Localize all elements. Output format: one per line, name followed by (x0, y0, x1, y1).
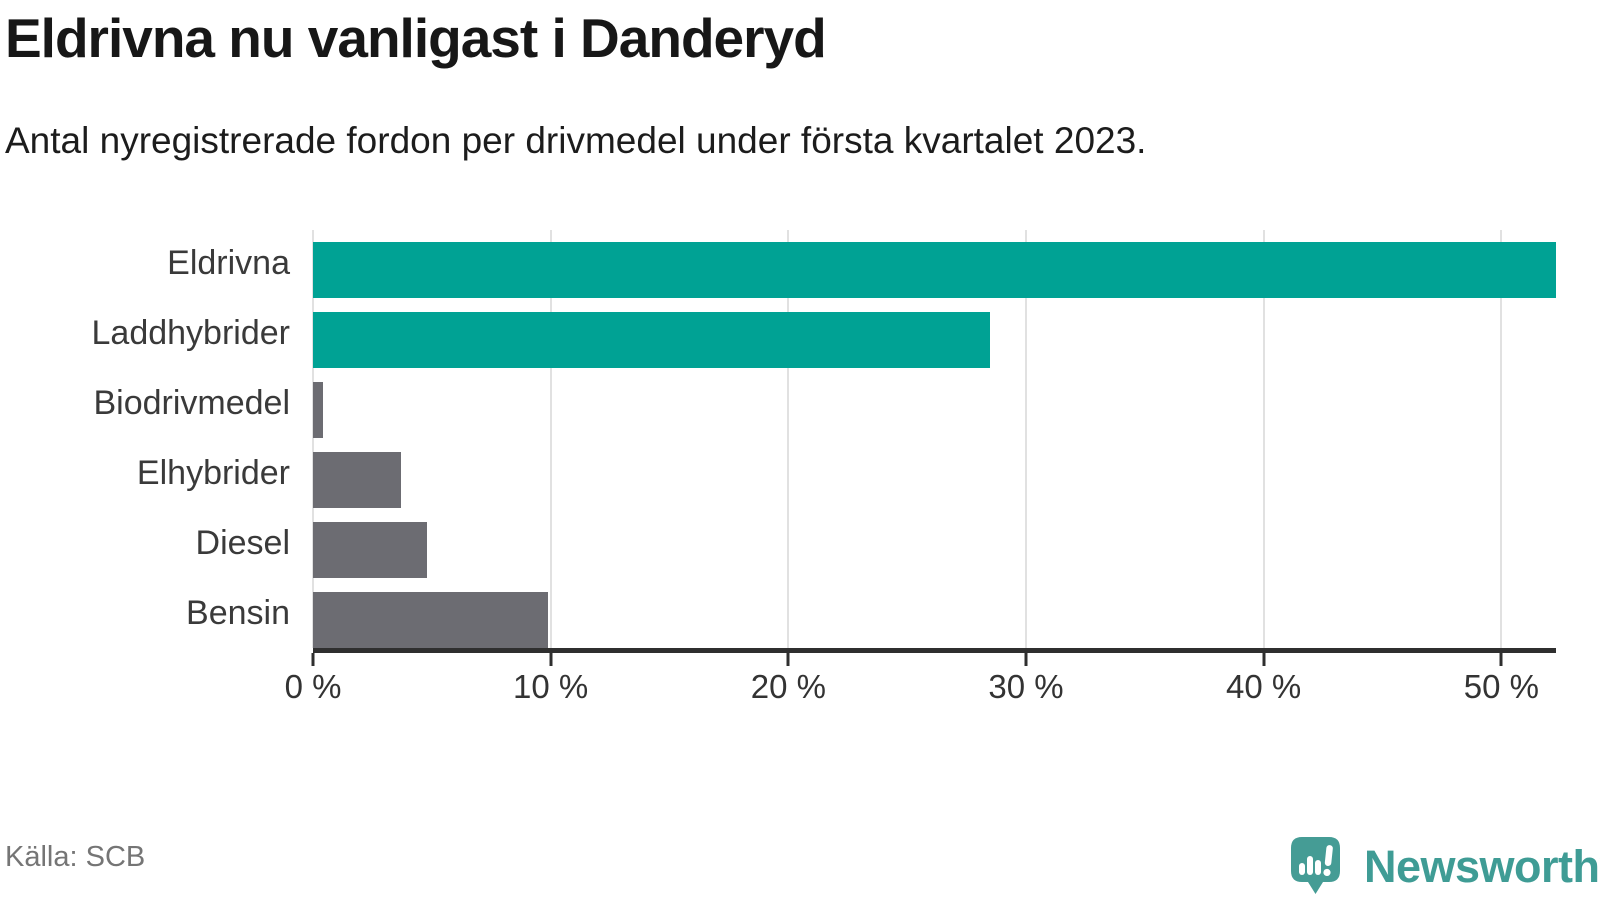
gridline-30 (1025, 230, 1027, 648)
newsworthy-pin-icon (1291, 837, 1340, 894)
gridline-10 (549, 230, 552, 648)
source-caption: Källa: SCB (5, 841, 146, 873)
gridline-0 (312, 230, 314, 648)
gridlines-container (312, 230, 1556, 648)
gridline-50 (1500, 230, 1503, 648)
chart-subtitle: Antal nyregistrerade fordon per drivmede… (5, 120, 1147, 161)
bar-track-elhybrider (313, 438, 1556, 508)
bar-track-bensin (313, 578, 1556, 648)
tick-20 (786, 653, 790, 666)
bar-eldrivna (313, 242, 1556, 298)
brand-name: Newsworthy (1364, 841, 1600, 892)
category-label-laddhybrider: Laddhybrider (91, 313, 290, 352)
bar-bensin (313, 592, 549, 648)
tick-10 (549, 653, 553, 666)
x-axis-ticks (311, 653, 1556, 666)
bar-row-biodrivmedel: Biodrivmedel (0, 368, 1556, 438)
category-label-elhybrider: Elhybrider (136, 453, 290, 492)
gridline-40 (1262, 230, 1265, 648)
tick-label-20: 20 % (750, 668, 826, 705)
tick-50 (1499, 653, 1503, 666)
bar-biodrivmedel (313, 382, 323, 438)
bar-row-elhybrider: Elhybrider (0, 438, 1556, 508)
brand-logo: Newsworthy (1291, 836, 1600, 898)
tick-label-40: 40 % (1226, 668, 1302, 705)
x-axis-line (313, 648, 1556, 653)
tick-0 (311, 653, 315, 666)
tick-label-10: 10 % (513, 668, 589, 705)
bar-track-laddhybrider (313, 298, 1556, 368)
tick-label-0: 0 % (284, 668, 342, 705)
tick-label-50: 50 % (1463, 668, 1539, 705)
tick-30 (1024, 653, 1028, 666)
chart-title: Eldrivna nu vanligast i Danderyd (5, 7, 827, 69)
bar-rows-container: Eldrivna Laddhybrider Biodrivmedel Elhybrid… (0, 228, 1556, 648)
tick-label-30: 30 % (988, 668, 1064, 705)
bar-elhybrider (313, 452, 401, 508)
category-label-eldrivna: Eldrivna (167, 243, 290, 282)
bar-track-eldrivna (313, 228, 1556, 298)
category-label-diesel: Diesel (195, 523, 290, 562)
tick-40 (1262, 653, 1266, 666)
gridline-20 (787, 230, 790, 648)
category-label-biodrivmedel: Biodrivmedel (93, 383, 290, 422)
bar-laddhybrider (313, 312, 991, 368)
category-label-bensin: Bensin (186, 593, 290, 632)
bar-row-diesel: Diesel (0, 508, 1556, 578)
bar-track-diesel (313, 508, 1556, 578)
x-axis-tick-labels: 0 % 10 % 20 % 30 % 40 % 50 % (285, 668, 1556, 710)
bar-row-laddhybrider: Laddhybrider (0, 298, 1556, 368)
bar-row-bensin: Bensin (0, 578, 1556, 648)
bar-row-eldrivna: Eldrivna (0, 228, 1556, 298)
bar-track-biodrivmedel (313, 368, 1556, 438)
bar-diesel (313, 522, 428, 578)
